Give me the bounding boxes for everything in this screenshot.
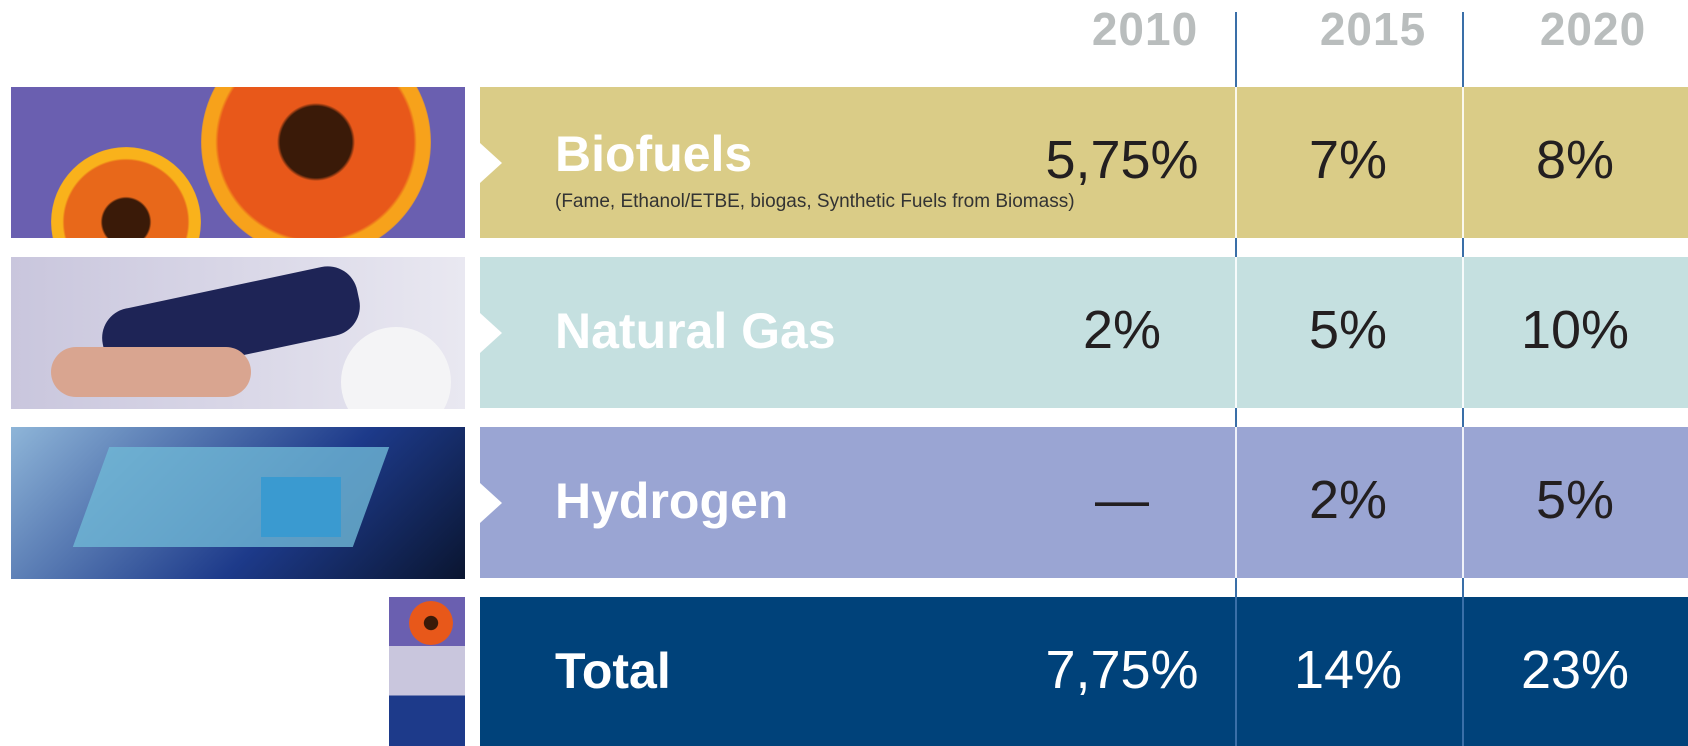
row-marker — [480, 142, 502, 183]
row-label: Total — [555, 643, 671, 699]
row-band — [480, 257, 1688, 408]
cell-value: — — [1095, 470, 1149, 530]
cell-divider — [1462, 87, 1464, 238]
cell-divider — [1235, 87, 1237, 238]
cell-value: 14% — [1293, 640, 1403, 700]
row-band — [480, 87, 1688, 238]
column-header: 2010 — [1091, 3, 1199, 55]
column-header: 2015 — [1319, 3, 1427, 55]
cell-value: 23% — [1520, 640, 1630, 700]
row-marker — [480, 312, 502, 353]
cell-value: 2% — [1308, 470, 1388, 530]
cell-divider — [1462, 257, 1464, 408]
photo-hydrogen-car — [11, 427, 465, 579]
cell-value: 7,75% — [1045, 640, 1199, 700]
row-label: Hydrogen — [555, 473, 789, 529]
column-header: 2020 — [1539, 3, 1647, 55]
row-band — [480, 597, 1688, 746]
photo-thumbnail — [389, 597, 465, 746]
cell-divider — [1235, 257, 1237, 408]
row-marker — [480, 482, 502, 523]
cell-value: 5,75% — [1045, 130, 1199, 190]
cell-divider — [1235, 427, 1237, 578]
cell-value: 5% — [1308, 300, 1388, 360]
row-label: Natural Gas — [555, 303, 836, 359]
cell-value: 8% — [1535, 130, 1615, 190]
row-note: (Fame, Ethanol/ETBE, biogas, Synthetic F… — [555, 191, 1075, 212]
cell-value: 7% — [1308, 130, 1388, 190]
cell-divider — [1462, 427, 1464, 578]
row-label: Biofuels — [555, 126, 753, 182]
photo-gas-nozzle — [11, 257, 465, 409]
cell-value: 2% — [1082, 300, 1162, 360]
cell-value: 10% — [1520, 300, 1630, 360]
cell-divider — [1462, 597, 1464, 746]
row-band — [480, 427, 1688, 578]
cell-divider — [1235, 597, 1237, 746]
photo-sunflowers — [11, 87, 465, 238]
cell-value: 5% — [1535, 470, 1615, 530]
